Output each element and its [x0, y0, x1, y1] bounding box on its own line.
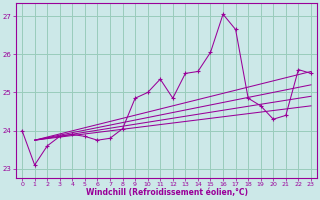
X-axis label: Windchill (Refroidissement éolien,°C): Windchill (Refroidissement éolien,°C): [85, 188, 248, 197]
